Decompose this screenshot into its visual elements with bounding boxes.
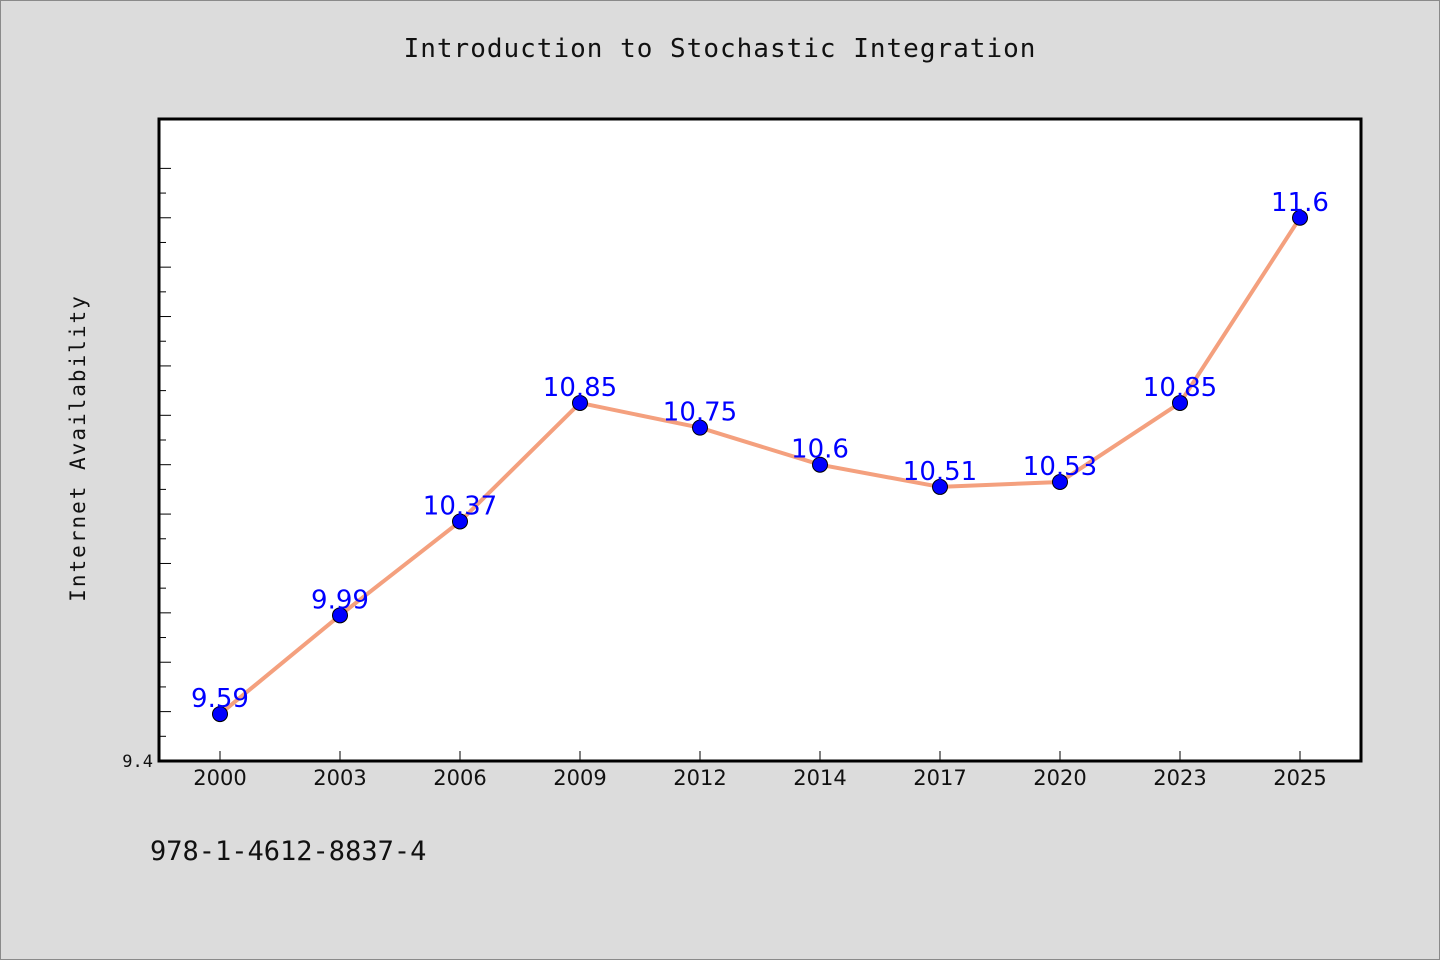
data-label: 10.6 [791,435,849,465]
data-label: 9.59 [191,684,249,714]
x-axis-ticks: 2000 2003 2006 2009 2012 2014 2017 2020 2023 2025 [193,751,1327,790]
data-label: 10.51 [903,457,977,487]
plot-area [157,117,1363,763]
data-labels: 9.59 9.99 10.37 10.85 10.75 10.6 10.51 10.53 10.… [191,188,1329,714]
data-point [692,419,708,436]
data-label: 10.85 [543,373,617,403]
isbn-text: 978-1-4612-8837-4 [150,836,427,867]
x-tick-label: 2000 [193,766,246,790]
x-tick-label: 2025 [1273,766,1326,790]
series-markers [212,209,1308,723]
data-label: 10.37 [423,491,497,521]
data-point [332,607,348,624]
y-axis-ticks: 9.4 [122,167,171,772]
x-tick-label: 2003 [313,766,366,790]
data-point [572,394,588,411]
data-label: 10.53 [1023,452,1097,482]
data-label: 10.85 [1143,373,1217,403]
data-point [1172,394,1188,411]
x-tick-label: 2017 [913,766,966,790]
data-point [812,456,828,473]
data-point [1292,209,1308,226]
data-label: 9.99 [311,585,369,615]
data-point [452,513,468,530]
data-label: 11.6 [1271,188,1329,218]
x-tick-label: 2023 [1153,766,1206,790]
data-label: 10.75 [663,398,737,428]
x-tick-label: 2006 [433,766,486,790]
x-tick-label: 2012 [673,766,726,790]
y-tick-label: 9.4 [122,752,153,772]
x-tick-label: 2014 [793,766,846,790]
data-point [1052,473,1068,490]
data-point [212,706,228,723]
x-tick-label: 2020 [1033,766,1086,790]
data-point [932,478,948,495]
x-tick-label: 2009 [553,766,606,790]
chart-title: Introduction to Stochastic Integration [403,34,1037,64]
series-line [218,216,1302,716]
